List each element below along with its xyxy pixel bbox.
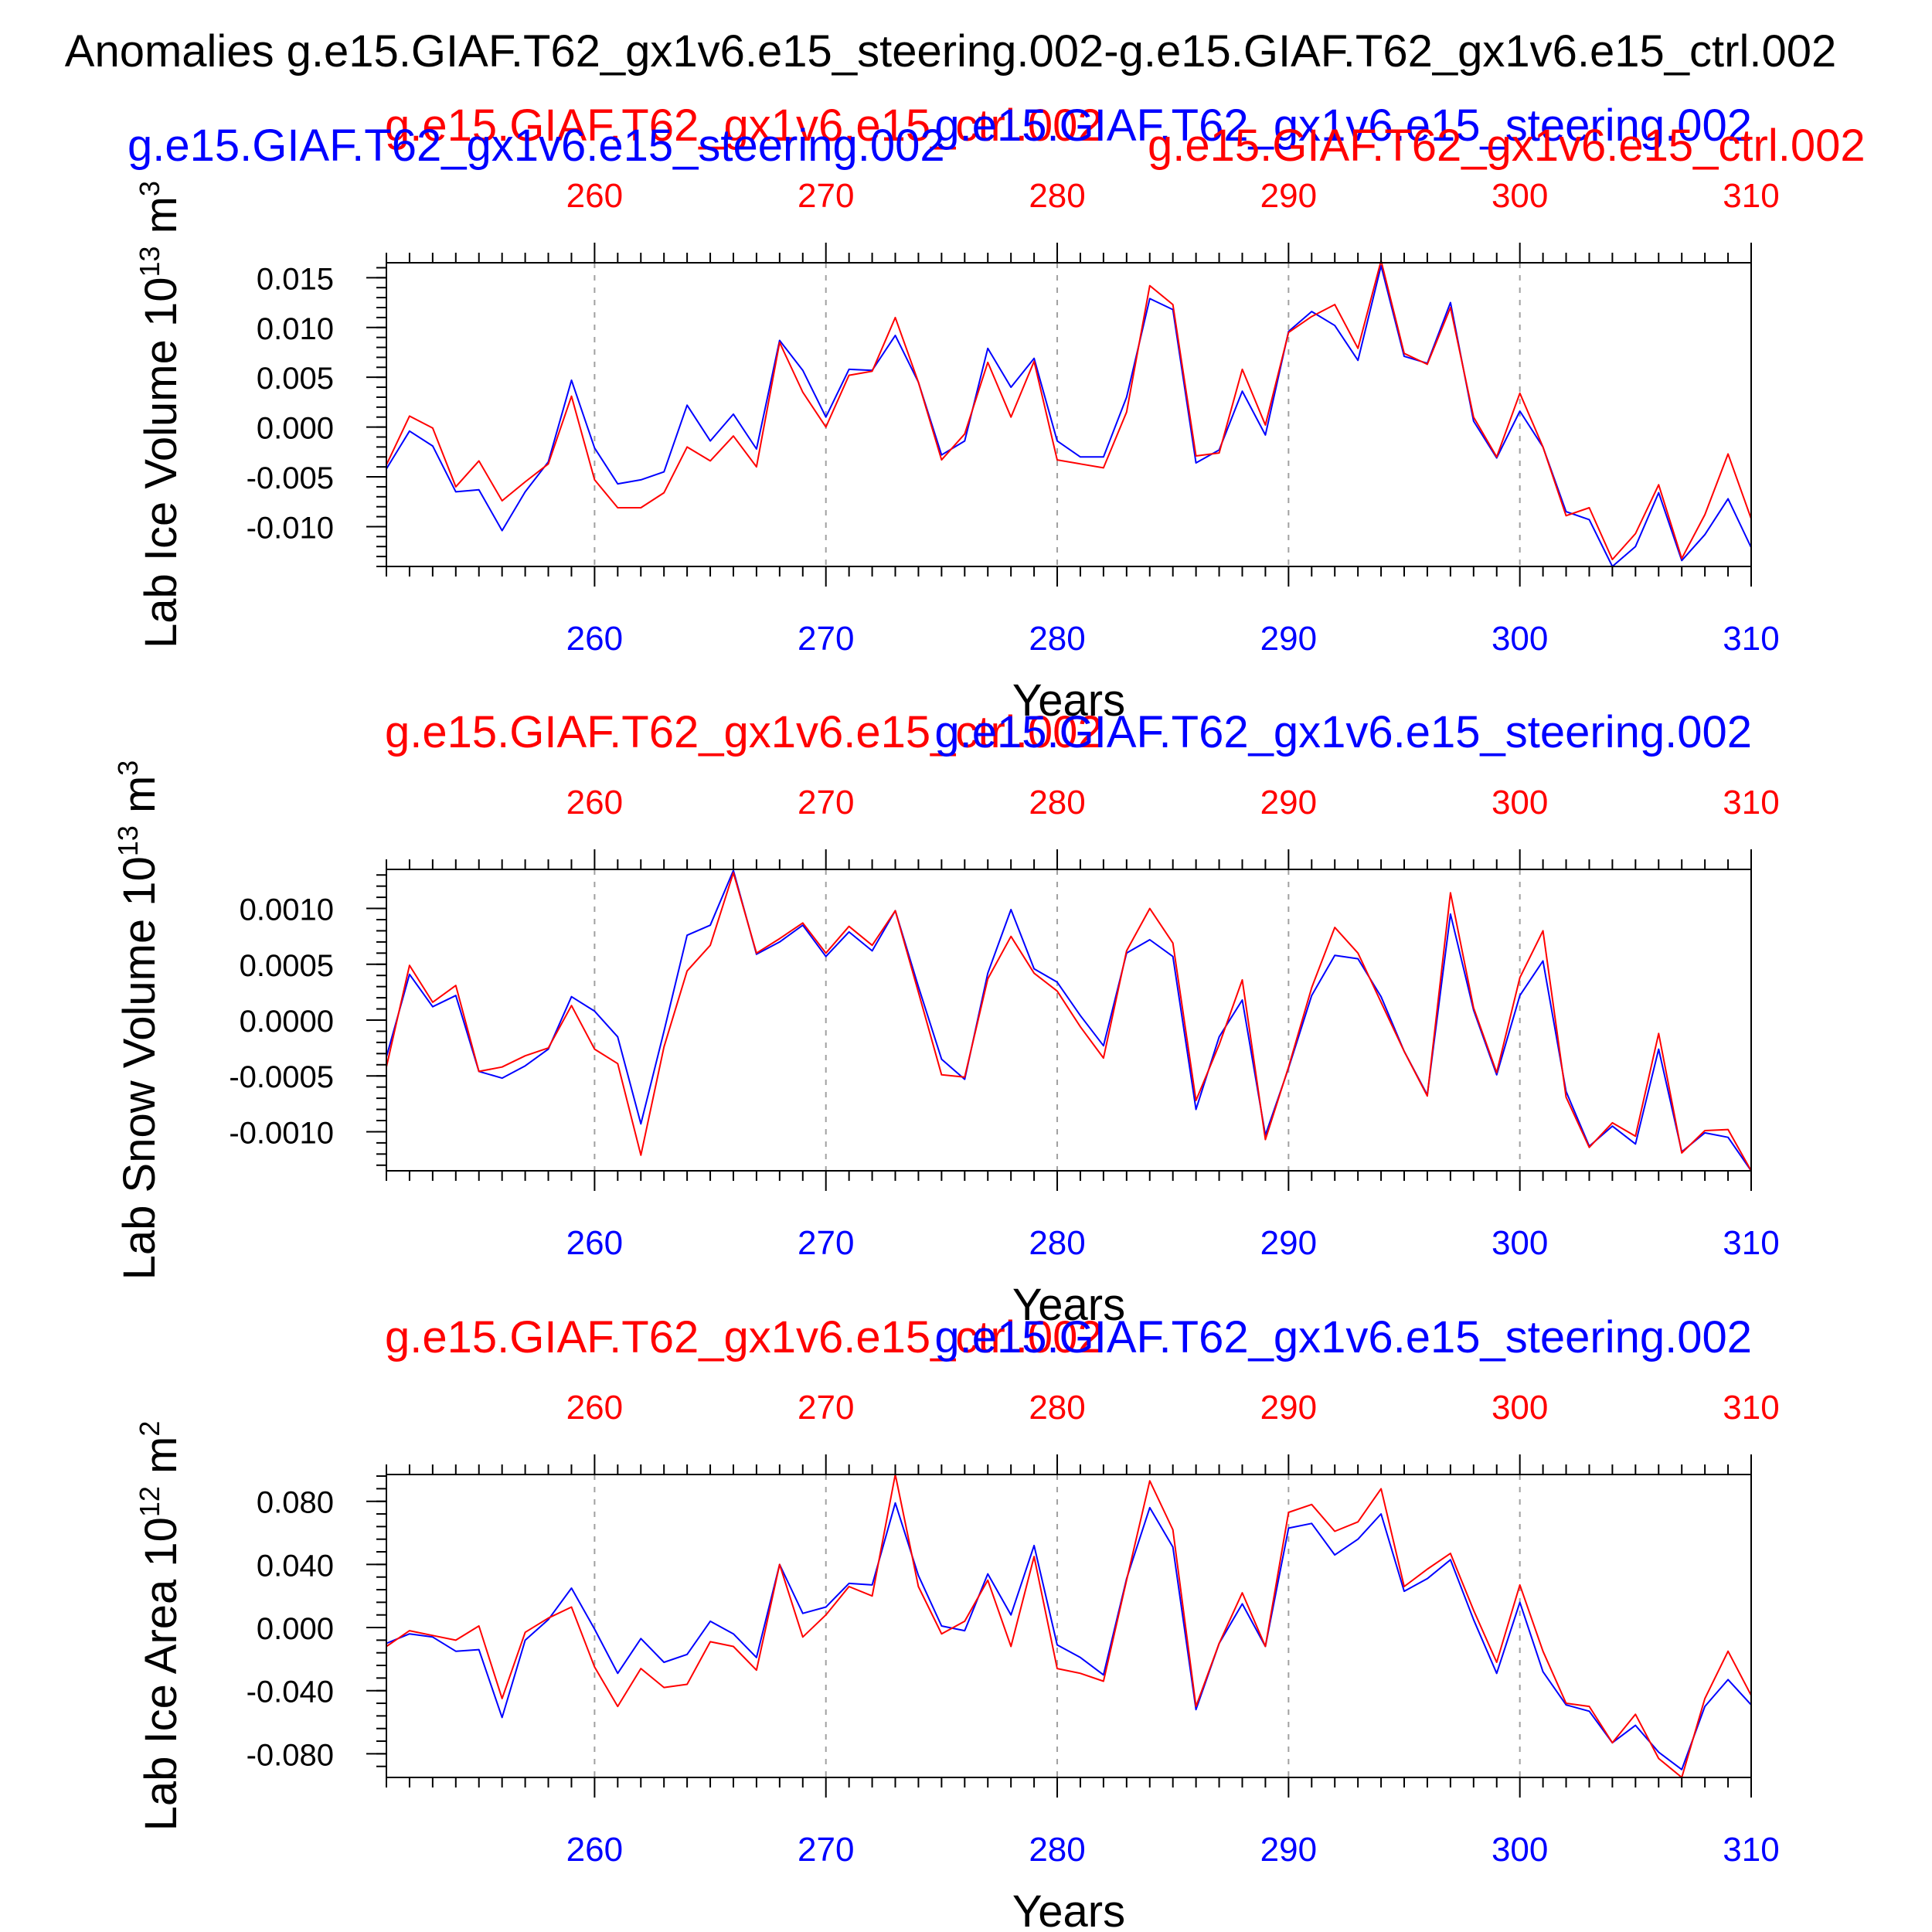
panel1-y-tick-label: -0.010 bbox=[247, 511, 334, 545]
panel2-bottom-x-tick-label: 300 bbox=[1492, 1224, 1548, 1262]
panel1-top-x-tick-label: 280 bbox=[1029, 177, 1085, 215]
panel1-steering-overlay-legend-label: g.e15.GIAF.T62_gx1v6.e15_steering.002 bbox=[128, 121, 945, 171]
panel3-y-tick-label: 0.000 bbox=[257, 1612, 334, 1646]
y-axis-label-part: 13 bbox=[112, 825, 144, 856]
y-axis-label-part: 2 bbox=[134, 1421, 165, 1437]
panel1-top-x-tick-label: 300 bbox=[1492, 177, 1548, 215]
panel1-plot-frame bbox=[386, 262, 1752, 567]
panel2-bottom-x-tick-label: 260 bbox=[566, 1224, 623, 1262]
panel3-ctrl-series-line bbox=[386, 1474, 1752, 1778]
y-axis-label-part: Lab Ice Volume 10 bbox=[136, 277, 186, 648]
panel3-y-tick-label: 0.040 bbox=[257, 1549, 334, 1583]
y-axis-label-part: 12 bbox=[134, 1486, 165, 1517]
panel3-plot-frame bbox=[386, 1474, 1752, 1778]
panel3-bottom-x-tick-label: 300 bbox=[1492, 1831, 1548, 1869]
panel1-ctrl-legend-label: g.e15.GIAF.T62_gx1v6.e15_ctrl.002 bbox=[385, 100, 1103, 151]
panel3-top-x-tick-label: 310 bbox=[1723, 1389, 1779, 1427]
panel1-bottom-x-tick-label: 280 bbox=[1029, 620, 1085, 658]
y-axis-label-part: 3 bbox=[112, 760, 144, 776]
y-axis-label-part: 13 bbox=[134, 246, 165, 277]
panel1-ctrl-series-line bbox=[386, 260, 1752, 560]
panel3-bottom-x-tick-label: 270 bbox=[798, 1831, 854, 1869]
panel2-top-x-tick-label: 260 bbox=[566, 784, 623, 821]
panel3-top-x-tick-label: 270 bbox=[798, 1389, 854, 1427]
panel1-x-axis-label: Years bbox=[1012, 675, 1125, 726]
panel2-bottom-x-tick-label: 280 bbox=[1029, 1224, 1085, 1262]
panel3-top-x-tick-label: 300 bbox=[1492, 1389, 1548, 1427]
panel2-y-tick-label: 0.0005 bbox=[240, 949, 334, 983]
panel2-top-x-tick-label: 290 bbox=[1260, 784, 1317, 821]
panel1-steering-legend-label: g.e15.GIAF.T62_gx1v6.e15_steering.002 bbox=[934, 100, 1752, 151]
panel2-bottom-x-tick-label: 310 bbox=[1723, 1224, 1779, 1262]
panel2-bottom-x-tick-label: 270 bbox=[798, 1224, 854, 1262]
panel2-steering-series-line bbox=[386, 869, 1752, 1172]
panel1-bottom-x-tick-label: 310 bbox=[1723, 620, 1779, 658]
y-axis-label-part: m bbox=[114, 776, 165, 825]
panel1-ctrl-overlay-legend-label: g.e15.GIAF.T62_gx1v6.e15_ctrl.002 bbox=[1148, 121, 1866, 171]
panel1-y-tick-label: 0.005 bbox=[257, 362, 334, 396]
panel3-y-tick-label: -0.080 bbox=[247, 1738, 334, 1772]
panel3-ctrl-legend-label: g.e15.GIAF.T62_gx1v6.e15_ctrl.002 bbox=[385, 1312, 1103, 1362]
panel3-y-tick-label: 0.080 bbox=[257, 1486, 334, 1520]
panel1-bottom-x-tick-label: 300 bbox=[1492, 620, 1548, 658]
panel1-y-axis-label: Lab Ice Volume 1013 m3 bbox=[134, 181, 186, 648]
panel3-bottom-x-tick-label: 310 bbox=[1723, 1831, 1779, 1869]
panel2-top-x-tick-label: 300 bbox=[1492, 784, 1548, 821]
y-axis-label-part: m bbox=[136, 1437, 186, 1486]
panel2-y-tick-label: -0.0005 bbox=[229, 1060, 334, 1094]
panel1-bottom-x-tick-label: 290 bbox=[1260, 620, 1317, 658]
panel3-x-axis-label: Years bbox=[1012, 1886, 1125, 1932]
y-axis-label-part: Lab Snow Volume 10 bbox=[114, 856, 165, 1280]
panel1-y-tick-label: 0.000 bbox=[257, 412, 334, 446]
y-axis-label-part: Lab Ice Area 10 bbox=[136, 1517, 186, 1831]
panel2-steering-legend-label: g.e15.GIAF.T62_gx1v6.e15_steering.002 bbox=[934, 707, 1752, 757]
panel3-top-x-tick-label: 280 bbox=[1029, 1389, 1085, 1427]
panel1-bottom-x-tick-label: 270 bbox=[798, 620, 854, 658]
panel3-y-axis-label: Lab Ice Area 1012 m2 bbox=[134, 1421, 186, 1832]
panel3-bottom-x-tick-label: 280 bbox=[1029, 1831, 1085, 1869]
panel2-ctrl-series-line bbox=[386, 872, 1752, 1172]
chart-title: Anomalies g.e15.GIAF.T62_gx1v6.e15_steer… bbox=[65, 26, 1836, 77]
panel1-y-tick-label: 0.015 bbox=[257, 262, 334, 296]
panel3-y-tick-label: -0.040 bbox=[247, 1675, 334, 1709]
panel3-bottom-x-tick-label: 290 bbox=[1260, 1831, 1317, 1869]
panel2-bottom-x-tick-label: 290 bbox=[1260, 1224, 1317, 1262]
panel2-x-axis-label: Years bbox=[1012, 1280, 1125, 1330]
panel1-top-x-tick-label: 310 bbox=[1723, 177, 1779, 215]
panel2-y-axis-label: Lab Snow Volume 1013 m3 bbox=[112, 760, 165, 1281]
panel1-y-tick-label: 0.010 bbox=[257, 312, 334, 346]
y-axis-label-part: m bbox=[136, 196, 186, 246]
panel1-steering-series-line bbox=[386, 264, 1752, 567]
panel1-top-x-tick-label: 270 bbox=[798, 177, 854, 215]
panel1-top-x-tick-label: 260 bbox=[566, 177, 623, 215]
panel1-y-tick-label: -0.005 bbox=[247, 461, 334, 495]
panel2-top-x-tick-label: 310 bbox=[1723, 784, 1779, 821]
panel2-top-x-tick-label: 280 bbox=[1029, 784, 1085, 821]
panel3-steering-legend-label: g.e15.GIAF.T62_gx1v6.e15_steering.002 bbox=[934, 1312, 1752, 1362]
panel3-top-x-tick-label: 260 bbox=[566, 1389, 623, 1427]
panel3-bottom-x-tick-label: 260 bbox=[566, 1831, 623, 1869]
panel2-y-tick-label: 0.0010 bbox=[240, 893, 334, 927]
panel2-plot-frame bbox=[386, 869, 1752, 1172]
panel1-top-x-tick-label: 290 bbox=[1260, 177, 1317, 215]
y-axis-label-part: 3 bbox=[134, 181, 165, 196]
panel2-top-x-tick-label: 270 bbox=[798, 784, 854, 821]
panel2-y-tick-label: -0.0010 bbox=[229, 1116, 334, 1150]
panel1-bottom-x-tick-label: 260 bbox=[566, 620, 623, 658]
panel2-y-tick-label: 0.0000 bbox=[240, 1005, 334, 1039]
panel3-steering-series-line bbox=[386, 1502, 1752, 1770]
panel2-ctrl-legend-label: g.e15.GIAF.T62_gx1v6.e15_ctrl.002 bbox=[385, 707, 1103, 757]
panel3-top-x-tick-label: 290 bbox=[1260, 1389, 1317, 1427]
